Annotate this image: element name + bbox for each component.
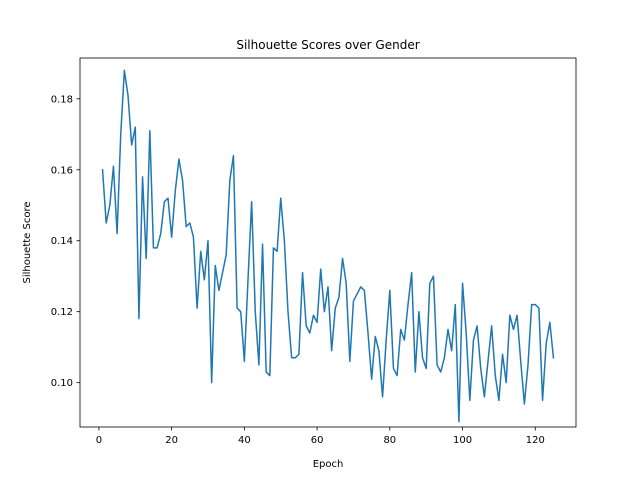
y-tick-label: 0.14 [51, 236, 73, 247]
y-tick-label: 0.12 [51, 307, 73, 318]
chart-title: Silhouette Scores over Gender [236, 38, 419, 52]
y-tick-label: 0.18 [51, 94, 73, 105]
x-tick-label: 0 [96, 435, 102, 446]
plot-area [80, 58, 576, 427]
x-tick-label: 40 [238, 435, 251, 446]
x-tick-label: 20 [165, 435, 178, 446]
x-tick-label: 120 [526, 435, 545, 446]
x-tick-label: 100 [453, 435, 472, 446]
x-tick-label: 60 [311, 435, 324, 446]
series-line [101, 69, 555, 423]
plot-frame [79, 57, 577, 428]
y-tick-label: 0.16 [51, 165, 73, 176]
y-axis-label: Silhouette Score [22, 201, 33, 283]
x-axis-label: Epoch [313, 459, 344, 470]
y-tick-label: 0.10 [51, 378, 73, 389]
x-tick-label: 80 [383, 435, 396, 446]
